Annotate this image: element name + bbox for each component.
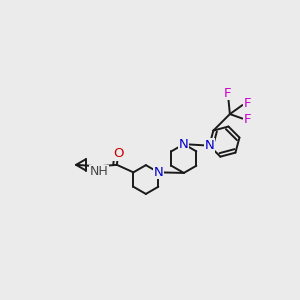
Text: O: O: [113, 147, 123, 160]
Text: NH: NH: [89, 165, 108, 178]
Text: F: F: [244, 113, 252, 126]
Text: N: N: [179, 138, 189, 151]
Text: N: N: [154, 166, 163, 179]
Text: F: F: [224, 87, 232, 100]
Text: N: N: [205, 139, 214, 152]
Text: F: F: [244, 98, 252, 110]
